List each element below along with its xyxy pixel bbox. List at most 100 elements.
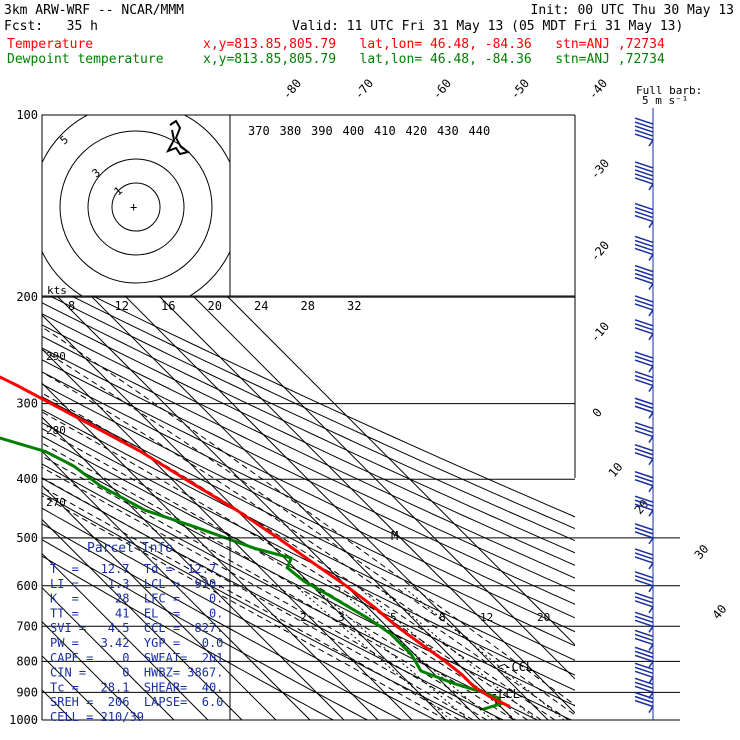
mixing-ratio-label: 20 bbox=[537, 611, 550, 624]
moist-adiabat-2 bbox=[42, 466, 488, 720]
isotherm-label: 40 bbox=[710, 602, 730, 622]
pressure-axis-labels: 100 200 300 400 500 600 700 800 900 1000 bbox=[9, 108, 38, 727]
dry-adiabat-320 bbox=[42, 422, 575, 691]
pressure-label-400: 400 bbox=[16, 472, 38, 486]
temperature-point bbox=[140, 451, 142, 453]
dewpoint-point bbox=[482, 708, 484, 710]
moist-adiabat-34 bbox=[42, 326, 575, 706]
barb-legend-title: Full barb: bbox=[636, 84, 702, 97]
mixing-ratio-label: 3 bbox=[338, 611, 345, 624]
hodograph-ring-5 bbox=[59, 130, 213, 284]
dewpoint-point bbox=[368, 618, 370, 620]
mixing-ratio-label: 8 bbox=[439, 611, 446, 624]
isotherm-labels: -80 -70 -60 -50 -40 -30 -20 -10 0 10 20 30 40 bbox=[280, 76, 730, 622]
pressure-label-100: 100 bbox=[16, 108, 38, 122]
dry-adiabat-230 bbox=[42, 555, 335, 720]
dry-adiabat-380 bbox=[42, 347, 575, 605]
temperature-point bbox=[184, 478, 186, 480]
dewpoint-point bbox=[253, 547, 255, 549]
hodograph-ring-3 bbox=[87, 158, 185, 256]
parcel-info-row: T = 12.7 Td = 12.7 bbox=[50, 562, 216, 576]
wind-barb bbox=[634, 691, 654, 713]
isotherm--50 bbox=[42, 450, 311, 720]
temperature-point bbox=[491, 697, 493, 699]
mixing-ratio-label: 2 bbox=[300, 611, 307, 624]
temperature-point bbox=[236, 509, 238, 511]
dry-adiabat-420 bbox=[42, 302, 575, 554]
isotherm-label: 10 bbox=[606, 460, 626, 480]
temperature-point bbox=[509, 706, 511, 707]
wind-barb bbox=[634, 444, 654, 466]
parcel-info-row: PW = 3.42 YGP = 0.0 bbox=[50, 636, 223, 650]
wind-barb bbox=[634, 319, 654, 341]
wind-barb bbox=[634, 370, 654, 392]
dewpoint-point bbox=[99, 485, 101, 487]
parcel-info-row: SREH = 206 LAPSE= 6.0 bbox=[50, 695, 223, 709]
speed-tick-label: 12 bbox=[115, 299, 129, 313]
wind-barb bbox=[634, 495, 654, 517]
wind-barb bbox=[634, 351, 654, 373]
wind-barb bbox=[634, 202, 654, 228]
isotherm-label: 30 bbox=[692, 542, 712, 562]
barb-legend-value: 5 m s⁻¹ bbox=[642, 94, 688, 107]
dry-adiabat-240 bbox=[42, 539, 369, 720]
lcl-marker: -LCL bbox=[491, 687, 520, 701]
hodograph: 5 3 1 + bbox=[41, 114, 231, 297]
dewpoint-point bbox=[500, 703, 502, 705]
dewpoint-point bbox=[72, 465, 74, 467]
dry-adiabat-360 bbox=[42, 371, 575, 633]
theta-label: 440 bbox=[469, 124, 491, 138]
isotherm--20 bbox=[42, 348, 413, 720]
dewpoint-points bbox=[45, 451, 502, 710]
theta-labels: 370 380 390 400 410 420 430 440 bbox=[248, 124, 490, 138]
dry-adiabat-340 bbox=[42, 396, 575, 661]
dry-adiabat-270 bbox=[42, 492, 471, 720]
pressure-label-500: 500 bbox=[16, 531, 38, 545]
parcel-info-row: LI = 1.3 LCL = 920. bbox=[50, 577, 223, 591]
temperature-point bbox=[396, 625, 398, 627]
dewpoint-point bbox=[390, 633, 391, 635]
theta-label: 370 bbox=[248, 124, 270, 138]
dewpoint-point bbox=[45, 451, 47, 453]
wind-barb bbox=[634, 523, 654, 545]
isotherm-10 bbox=[42, 246, 515, 720]
isotherm-label: -40 bbox=[586, 76, 611, 102]
dry-adiabat-labels: 290 280 270 bbox=[46, 350, 66, 509]
speed-tick-label: 32 bbox=[347, 299, 361, 313]
wind-barb bbox=[634, 421, 654, 443]
dry-adiabat-label: 280 bbox=[46, 424, 66, 437]
hodograph-ring-1 bbox=[111, 182, 161, 232]
theta-label: 400 bbox=[343, 124, 365, 138]
dry-adiabat-430 bbox=[42, 291, 575, 542]
temperature-point bbox=[461, 673, 462, 675]
temperature-point bbox=[277, 537, 279, 539]
mixing-ratio-labels: 2 3 5 8 12 20 bbox=[300, 611, 550, 624]
parcel-info-panel: Parcel Info T = 12.7 Td = 12.7LI = 1.3 L… bbox=[42, 537, 231, 724]
wind-barb bbox=[634, 264, 654, 291]
dewpoint-point bbox=[498, 697, 500, 699]
temperature-point bbox=[421, 643, 423, 645]
speed-tick-label: 24 bbox=[254, 299, 268, 313]
dry-adiabat-410 bbox=[42, 313, 575, 566]
theta-label: 410 bbox=[374, 124, 396, 138]
isotherm-label: -60 bbox=[430, 76, 455, 102]
dewpoint-point bbox=[411, 654, 412, 656]
hodograph-center-icon: + bbox=[130, 200, 137, 214]
temperature-point bbox=[312, 562, 314, 564]
dry-adiabat-label: 270 bbox=[46, 496, 66, 509]
dewpoint-point bbox=[327, 593, 328, 595]
dewpoint-point bbox=[195, 526, 197, 528]
isotherm--10 bbox=[42, 314, 447, 720]
wind-barb bbox=[634, 592, 654, 614]
speed-tick-label: 8 bbox=[68, 299, 75, 313]
pressure-label-900: 900 bbox=[16, 685, 38, 699]
temperature-points bbox=[16, 385, 511, 707]
dewpoint-point bbox=[144, 509, 146, 511]
hodograph-trace bbox=[165, 119, 191, 156]
parcel-info-row: CELL = 210/39 bbox=[50, 710, 144, 724]
wind-barb bbox=[634, 571, 654, 593]
dry-adiabat-250 bbox=[42, 523, 403, 720]
temperature-location: x,y=813.85,805.79 lat,lon= 46.48, -84.36… bbox=[203, 37, 665, 52]
wind-barb bbox=[634, 662, 654, 684]
speed-unit: kts bbox=[47, 284, 67, 297]
